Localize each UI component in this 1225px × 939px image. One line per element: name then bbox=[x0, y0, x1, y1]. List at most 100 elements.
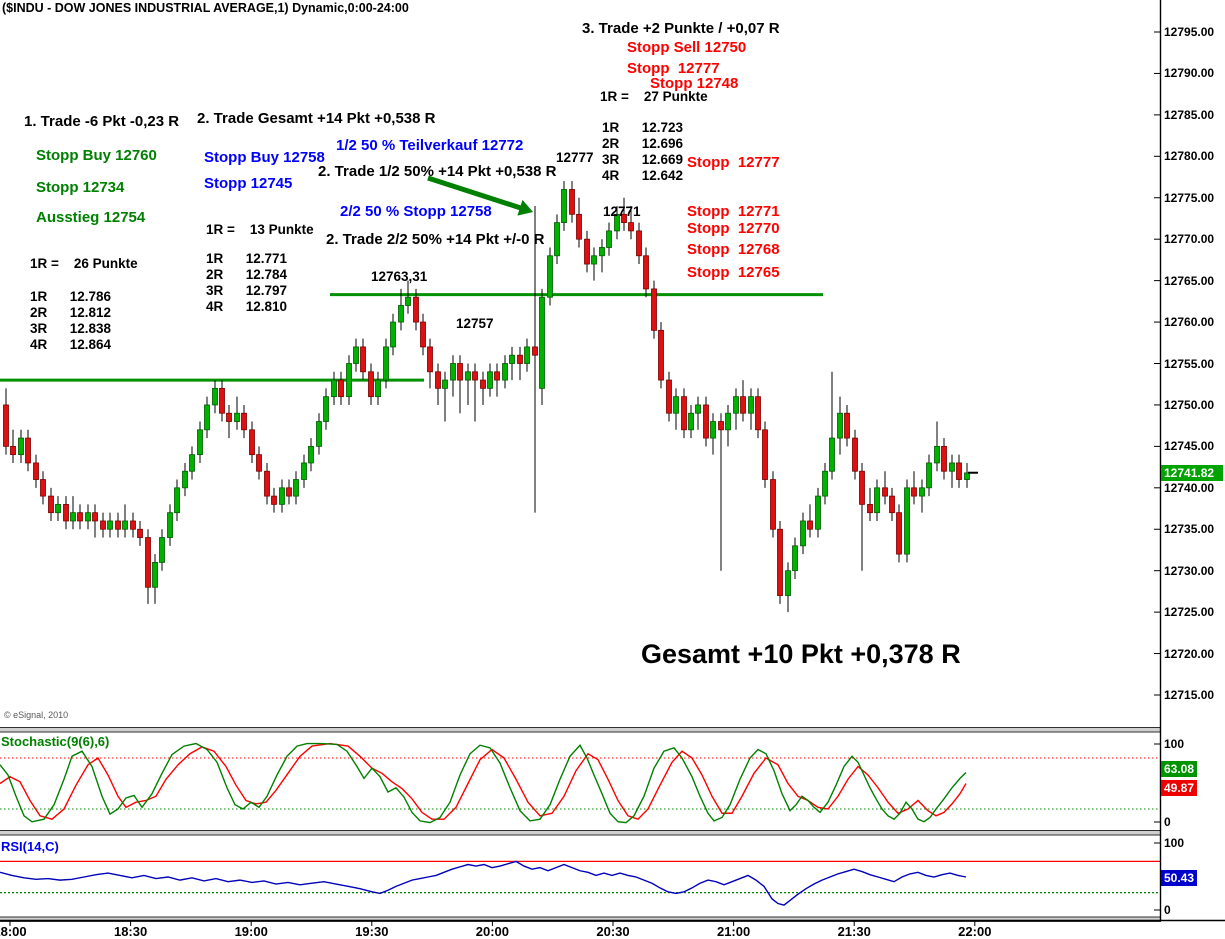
candle-body bbox=[882, 487, 888, 497]
rsi-line bbox=[0, 860, 967, 906]
panel-separator bbox=[0, 728, 1161, 732]
candle-body bbox=[807, 520, 813, 530]
candle-body bbox=[234, 412, 240, 422]
candle-body bbox=[755, 396, 761, 431]
candle-body bbox=[137, 528, 143, 538]
stoch-last-value: 49.87 bbox=[1161, 779, 1198, 796]
candle-body bbox=[442, 379, 448, 389]
annotation: 1R = 27 Punkte bbox=[600, 89, 708, 104]
candle-body bbox=[167, 512, 173, 538]
price-axis-label: 12790.00 bbox=[1164, 66, 1215, 81]
candle-body bbox=[681, 396, 687, 431]
candle-body bbox=[18, 437, 24, 456]
candle-body bbox=[785, 570, 791, 596]
candle-body bbox=[375, 379, 381, 398]
candle-body bbox=[517, 354, 523, 364]
annotation: 1R 12.786 bbox=[30, 289, 112, 304]
stoch-axis-label: 100 bbox=[1164, 737, 1185, 751]
price-axis-label: 12725.00 bbox=[1164, 605, 1215, 620]
annotation: 1R 12.723 bbox=[602, 120, 684, 135]
annotation: Gesamt +10 Pkt +0,378 R bbox=[641, 639, 961, 669]
candle-body bbox=[383, 346, 389, 381]
time-axis-label: 18:30 bbox=[113, 924, 148, 939]
time-axis-label: 21:30 bbox=[837, 924, 871, 939]
candle-body bbox=[85, 512, 91, 522]
candle-body bbox=[271, 495, 277, 505]
candle-body bbox=[63, 503, 69, 522]
candle-body bbox=[390, 321, 396, 348]
candle-body bbox=[353, 346, 359, 364]
candle-body bbox=[792, 545, 798, 572]
annotation: 1. Trade -6 Pkt -0,23 R bbox=[24, 113, 180, 130]
candle-body bbox=[658, 329, 664, 381]
candle-body bbox=[33, 462, 39, 480]
candle-body bbox=[92, 512, 98, 522]
candle-body bbox=[815, 495, 821, 530]
candle-body bbox=[666, 379, 672, 414]
candle-body bbox=[964, 472, 970, 480]
candle-body bbox=[226, 412, 232, 422]
candle-body bbox=[286, 487, 292, 497]
candle-body bbox=[896, 512, 902, 555]
candle-body bbox=[480, 379, 486, 389]
candle-body bbox=[241, 412, 247, 431]
annotation: Stopp 12777 bbox=[687, 154, 780, 171]
candle-body bbox=[405, 296, 411, 306]
annotation: 2R 12.784 bbox=[206, 267, 288, 282]
annotation: 2R 12.812 bbox=[30, 305, 112, 320]
time-axis-label: 22:00 bbox=[958, 924, 992, 939]
annotation: 2. Trade 2/2 50% +14 Pkt +/-0 R bbox=[326, 231, 545, 248]
candle-body bbox=[420, 321, 426, 348]
annotation: 2. Trade Gesamt +14 Pkt +0,538 R bbox=[197, 110, 436, 127]
price-axis-label: 12715.00 bbox=[1164, 688, 1215, 702]
candle-body bbox=[48, 495, 54, 514]
annotation: 2/2 50 % Stopp 12758 bbox=[340, 203, 492, 220]
candle-body bbox=[204, 404, 210, 431]
candle-body bbox=[643, 255, 649, 290]
candle-body bbox=[911, 487, 917, 497]
candle-body bbox=[70, 512, 76, 522]
candle-body bbox=[465, 371, 471, 381]
candle-body bbox=[703, 404, 709, 439]
annotation: 1R = 13 Punkte bbox=[206, 222, 314, 237]
candle-body bbox=[829, 437, 835, 472]
candle-body bbox=[591, 255, 597, 265]
candle-body bbox=[874, 487, 880, 514]
candle-body bbox=[25, 437, 31, 464]
annotation: 3R 12.669 bbox=[602, 152, 684, 167]
candle-body bbox=[457, 363, 463, 381]
annotation: 1R = 26 Punkte bbox=[30, 256, 138, 271]
candle-body bbox=[748, 396, 754, 414]
candle-body bbox=[628, 222, 634, 232]
candle-body bbox=[822, 470, 828, 497]
candle-body bbox=[159, 537, 165, 563]
time-axis-label: 18:00 bbox=[0, 924, 27, 939]
time-axis-label: 19:30 bbox=[355, 924, 389, 939]
candle-body bbox=[398, 305, 404, 323]
annotation: 12757 bbox=[456, 316, 494, 331]
candle-body bbox=[852, 437, 858, 472]
candle-body bbox=[576, 213, 582, 240]
price-axis-label: 12750.00 bbox=[1164, 397, 1215, 412]
annotation: Stopp 12748 bbox=[650, 75, 739, 92]
candle-body bbox=[331, 379, 337, 398]
copyright-notice: © eSignal, 2010 bbox=[4, 710, 69, 720]
price-axis-label: 12755.00 bbox=[1164, 356, 1215, 371]
stoch-last-value: 63.08 bbox=[1161, 761, 1198, 778]
annotation: Stopp Buy 12758 bbox=[204, 149, 325, 166]
price-axis-label: 12720.00 bbox=[1164, 646, 1215, 661]
annotation-arrow bbox=[427, 175, 525, 212]
annotation: 1R 12.771 bbox=[206, 251, 288, 266]
candle-body bbox=[934, 445, 940, 464]
candle-body bbox=[673, 396, 679, 414]
candle-body bbox=[197, 429, 203, 456]
annotation: Stopp Sell 12750 bbox=[627, 39, 747, 56]
candle-body bbox=[725, 412, 731, 431]
rsi-last-value: 50.43 bbox=[1161, 869, 1198, 886]
candle-body bbox=[762, 429, 768, 480]
price-axis-label: 12760.00 bbox=[1164, 315, 1215, 330]
candle-body bbox=[710, 421, 716, 439]
candle-body bbox=[182, 470, 188, 489]
candle-body bbox=[264, 470, 270, 497]
